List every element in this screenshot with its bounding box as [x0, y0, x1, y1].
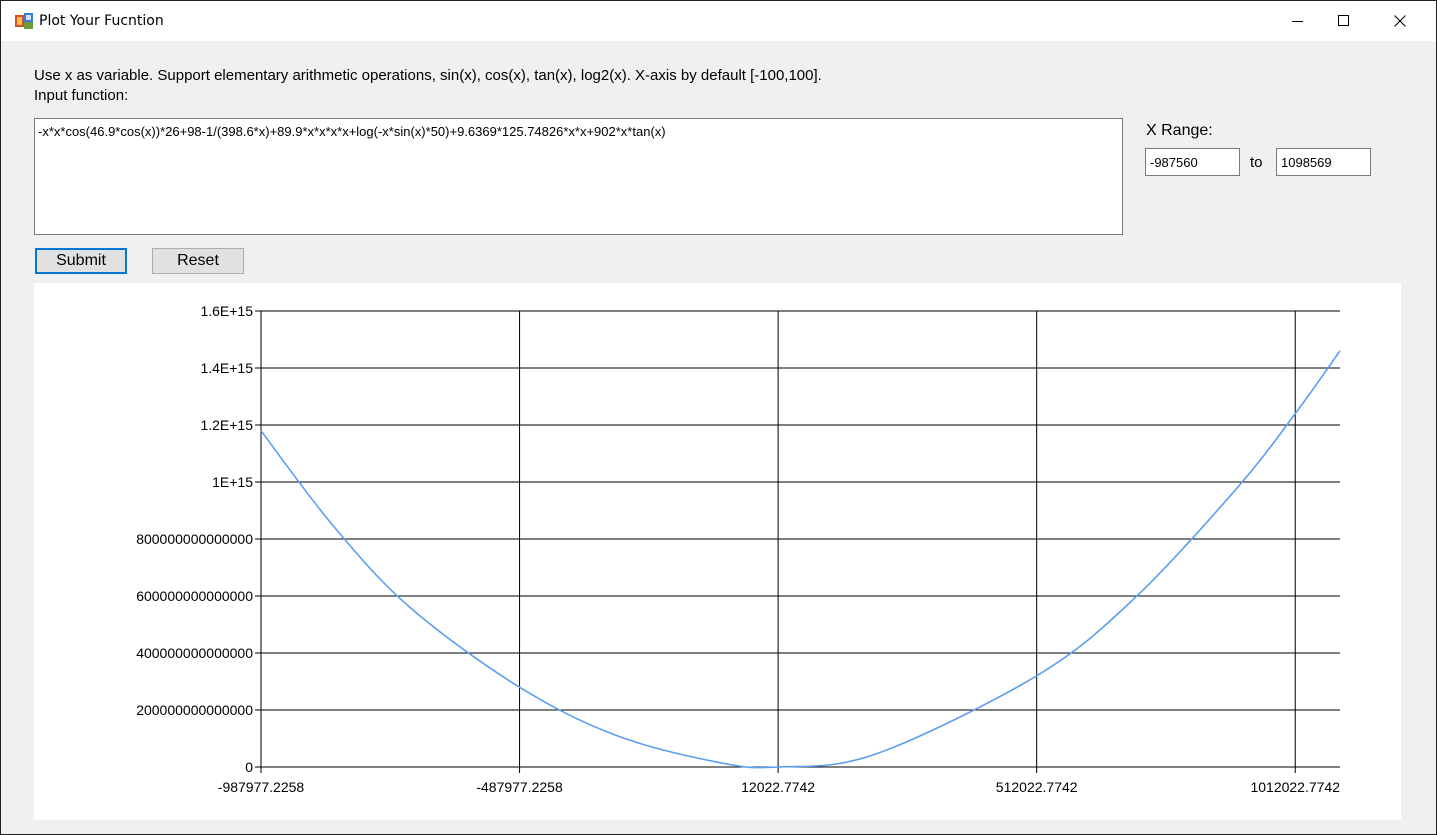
input-function-label: Input function: [34, 87, 129, 104]
maximize-icon [1338, 15, 1349, 26]
y-tick-label: 1.2E+15 [200, 417, 253, 433]
x-tick-label: 1012022.7742 [1250, 779, 1340, 795]
close-button[interactable] [1377, 1, 1423, 41]
y-tick-label: 600000000000000 [136, 588, 253, 604]
app-icon [15, 13, 33, 29]
reset-button[interactable]: Reset [152, 248, 244, 274]
x-tick-label: -487977.2258 [476, 779, 563, 795]
x-tick-label: 512022.7742 [996, 779, 1078, 795]
y-tick-label: 400000000000000 [136, 645, 253, 661]
minimize-icon [1292, 21, 1303, 22]
chart-area: 0 200000000000000 400000000000000 600000000… [34, 283, 1401, 820]
submit-button[interactable]: Submit [35, 248, 127, 274]
y-tick-label: 200000000000000 [136, 702, 253, 718]
function-chart: 0 200000000000000 400000000000000 600000000… [136, 303, 1341, 795]
x-min-input[interactable] [1145, 148, 1240, 176]
minimize-button[interactable] [1275, 1, 1321, 41]
y-tick-label: 1.4E+15 [200, 360, 253, 376]
x-tick-label: 12022.7742 [741, 779, 815, 795]
function-input[interactable]: -x*x*cos(46.9*cos(x))*26+98-1/(398.6*x)+… [34, 118, 1123, 235]
to-label: to [1250, 154, 1263, 171]
title-bar[interactable]: Plot Your Fucntion [1, 1, 1436, 41]
x-tick-label: -987977.2258 [218, 779, 305, 795]
y-tick-label: 800000000000000 [136, 531, 253, 547]
y-tick-label: 1.6E+15 [200, 303, 253, 319]
close-icon [1394, 15, 1406, 27]
y-tick-label: 0 [245, 759, 253, 775]
series-line [260, 350, 1341, 769]
x-range-label: X Range: [1146, 122, 1213, 139]
instructions: Use x as variable. Support elementary ar… [34, 66, 822, 106]
instructions-text: Use x as variable. Support elementary ar… [34, 67, 822, 84]
maximize-button[interactable] [1321, 1, 1367, 41]
y-tick-label: 1E+15 [212, 474, 253, 490]
window-title: Plot Your Fucntion [39, 13, 164, 29]
x-max-input[interactable] [1276, 148, 1371, 176]
